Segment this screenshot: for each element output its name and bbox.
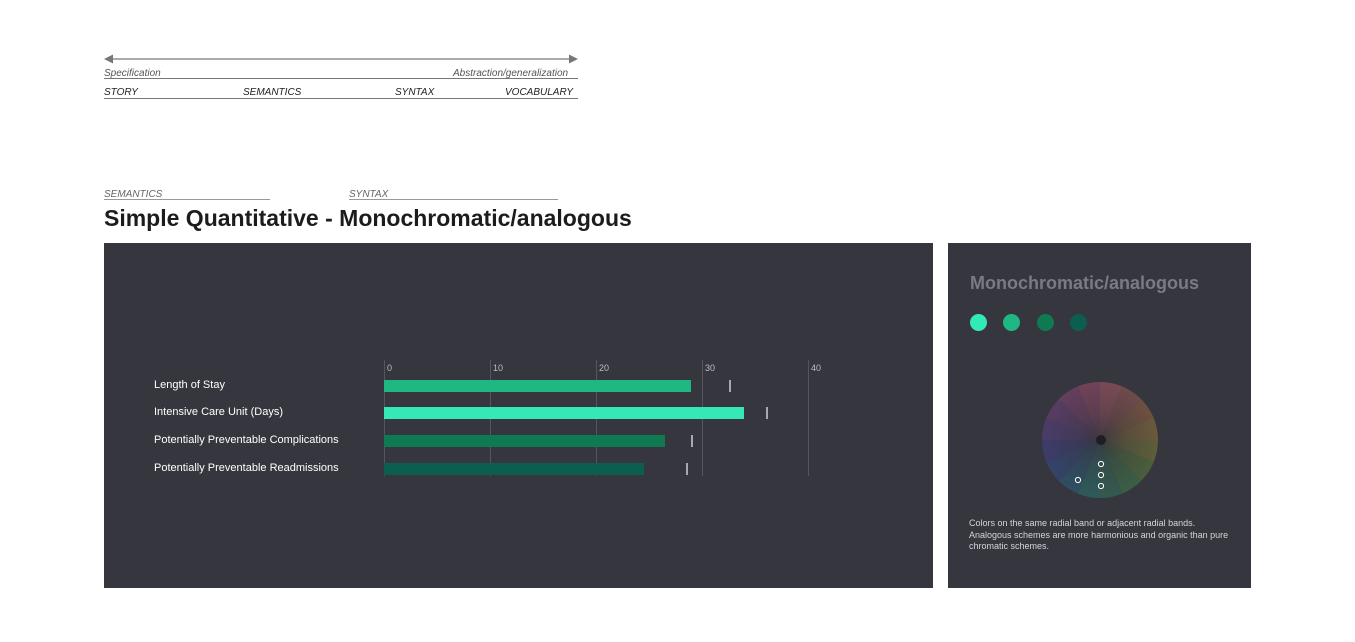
- x-tick-label: 30: [705, 363, 716, 373]
- gridline: [808, 360, 809, 476]
- color-swatch: [1037, 314, 1054, 331]
- category-label: Length of Stay: [154, 379, 225, 391]
- breadcrumb-syntax: SYNTAX: [349, 189, 389, 200]
- target-marker: [686, 463, 689, 475]
- target-marker: [728, 380, 731, 392]
- color-swatch: [1003, 314, 1020, 331]
- x-tick-label: 20: [599, 363, 610, 373]
- stage-syntax: SYNTAX: [395, 87, 435, 98]
- stage-semantics: SEMANTICS: [243, 87, 302, 98]
- scheme-description: Colors on the same radial band or adjace…: [969, 518, 1229, 551]
- breadcrumb-semantics-rule: [104, 199, 270, 200]
- scale-divider: [104, 78, 578, 79]
- color-wheel-icon: [1042, 382, 1158, 498]
- color-swatch: [970, 314, 987, 331]
- category-label: Intensive Care Unit (Days): [154, 406, 283, 418]
- abstraction-label: Abstraction/generalization: [453, 68, 569, 79]
- target-marker: [691, 435, 694, 447]
- bar: [384, 435, 665, 447]
- color-swatch: [1070, 314, 1087, 331]
- category-label: Potentially Preventable Readmissions: [154, 462, 339, 474]
- category-label: Potentially Preventable Complications: [154, 434, 339, 446]
- bar: [384, 407, 745, 419]
- breadcrumb-semantics: SEMANTICS: [104, 189, 163, 200]
- specification-abstraction-arrow: [104, 54, 578, 64]
- x-tick-label: 10: [493, 363, 504, 373]
- x-tick-label: 0: [387, 363, 393, 373]
- stage-vocabulary: VOCABULARY: [505, 87, 573, 98]
- scheme-title: Monochromatic/analogous: [970, 273, 1200, 293]
- bar: [384, 463, 644, 475]
- breadcrumb-syntax-rule: [349, 199, 558, 200]
- bar: [384, 380, 692, 392]
- stage-divider: [104, 98, 578, 99]
- specification-label: Specification: [104, 68, 161, 79]
- page-title: Simple Quantitative - Monochromatic/anal…: [104, 205, 632, 231]
- target-marker: [765, 407, 768, 419]
- x-tick-label: 40: [811, 363, 822, 373]
- stage-story: STORY: [104, 87, 138, 98]
